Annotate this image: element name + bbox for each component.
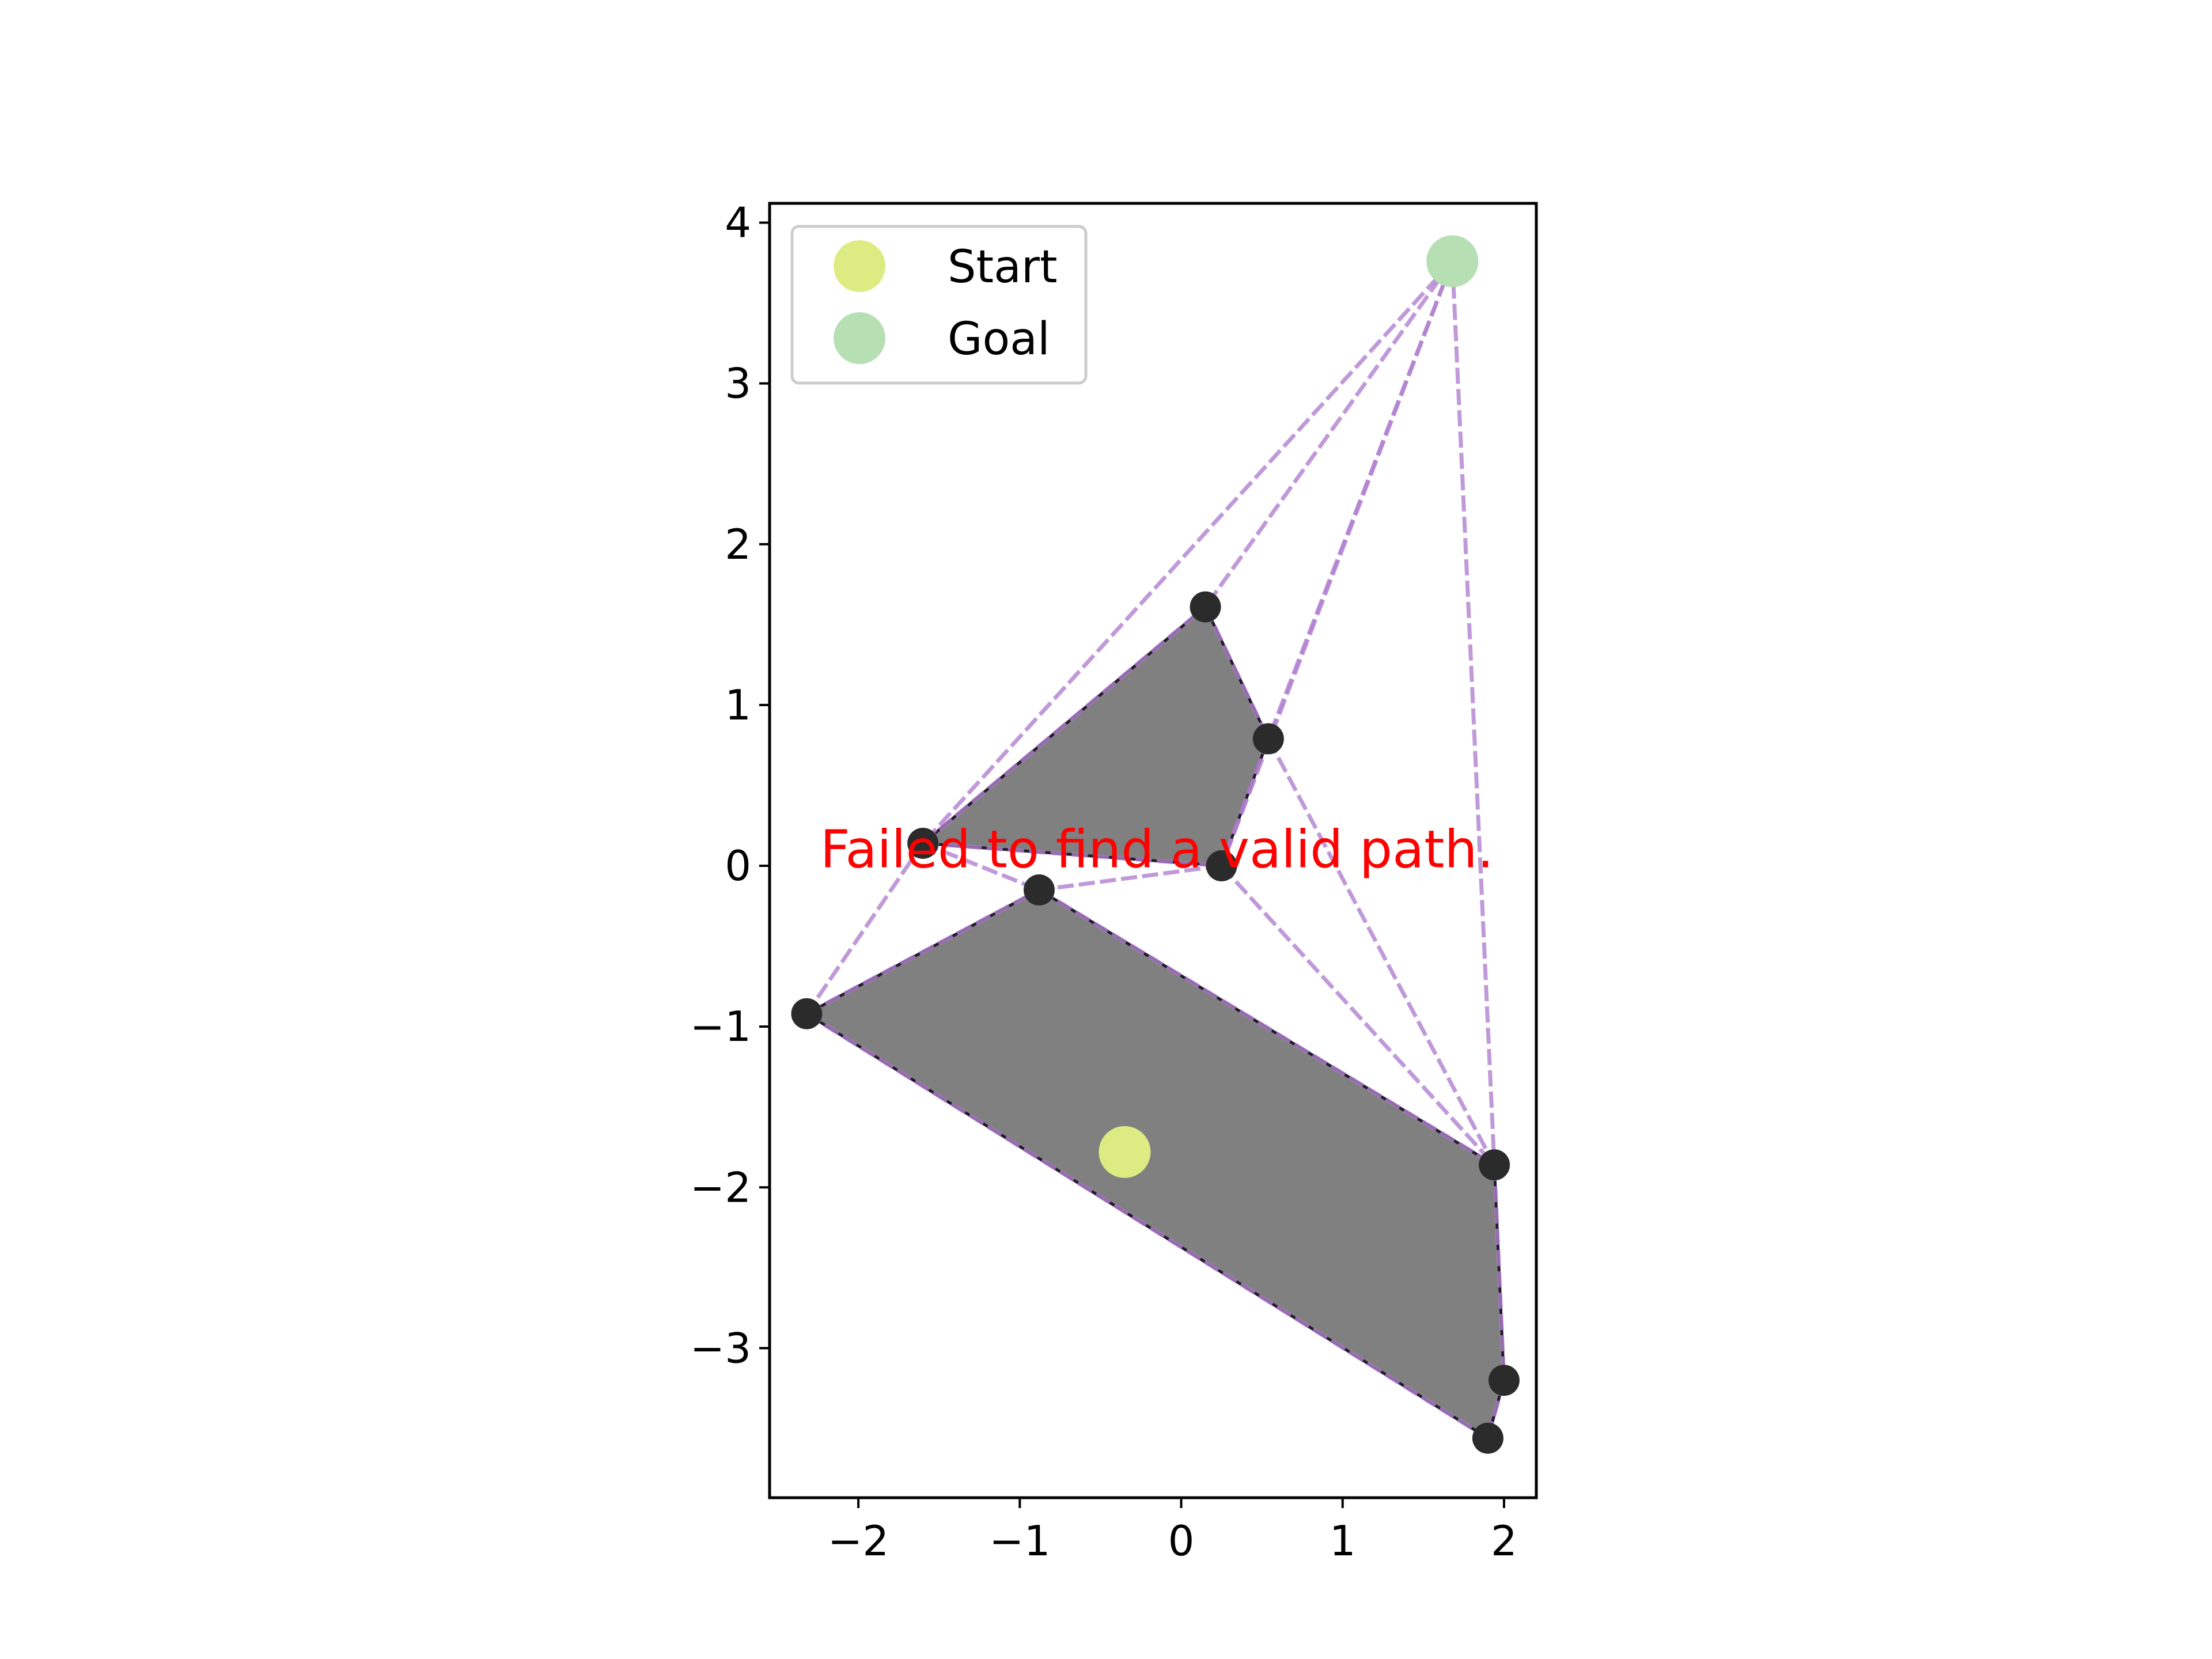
- visibility-edges: [805, 260, 1506, 1440]
- visibility-edge: [922, 841, 1222, 868]
- vertex-point: [791, 998, 823, 1029]
- y-tick-label: −2: [690, 1163, 751, 1211]
- visibility-edge: [805, 842, 925, 1015]
- y-tick-label: 1: [725, 681, 751, 729]
- visibility-edge: [1203, 606, 1271, 740]
- visibility-edge: [1038, 888, 1495, 1167]
- y-tick-label: −1: [690, 1002, 751, 1051]
- visibility-edge: [1492, 1165, 1506, 1381]
- y-tick-label: 2: [725, 520, 751, 569]
- visibility-edge: [805, 1012, 1489, 1440]
- failure-annotation: Failed to find a valid path.: [820, 820, 1494, 880]
- vertex-point: [1479, 1149, 1510, 1181]
- x-axis-ticks: −2 −1 0 1 2: [828, 1498, 1517, 1565]
- visibility-edge: [1219, 738, 1271, 867]
- visibility-edge: [1450, 261, 1497, 1165]
- x-tick-label: −2: [828, 1517, 889, 1565]
- x-tick-label: −1: [989, 1517, 1050, 1565]
- axes-frame: [768, 202, 1538, 1499]
- visibility-edge: [1220, 864, 1496, 1166]
- vertices: [791, 591, 1520, 1454]
- vertex-point: [907, 827, 939, 859]
- vertex-point: [1252, 723, 1284, 755]
- x-tick-label: 0: [1168, 1517, 1195, 1565]
- vertex-point: [1206, 850, 1237, 882]
- visibility-edge: [805, 888, 1040, 1016]
- annotation-layer: Failed to find a valid path.: [820, 820, 1494, 880]
- y-axis-ticks: 4 3 2 1 0 −1 −2 −3: [690, 198, 770, 1372]
- legend-goal-label: Goal: [948, 313, 1050, 365]
- start-marker: [1099, 1126, 1151, 1178]
- visibility-edge: [1266, 737, 1497, 1166]
- legend: Start Goal: [790, 225, 1088, 385]
- legend-goal-marker: [834, 312, 885, 364]
- x-tick-label: 2: [1491, 1517, 1517, 1565]
- vertex-point: [1023, 874, 1055, 906]
- visibility-edge: [921, 260, 1454, 845]
- goal-marker: [1426, 235, 1479, 287]
- y-tick-label: 0: [725, 842, 751, 890]
- legend-start-marker: [834, 240, 885, 292]
- vertex-point: [1488, 1365, 1520, 1396]
- visibility-edge: [1203, 260, 1455, 608]
- y-tick-label: 3: [725, 359, 751, 408]
- vertex-point: [1472, 1422, 1503, 1454]
- x-tick-label: 1: [1330, 1517, 1356, 1565]
- vertex-point: [1190, 591, 1221, 623]
- visibility-edge: [1039, 863, 1222, 892]
- y-tick-label: 4: [725, 198, 751, 247]
- visibility-edge: [921, 605, 1207, 845]
- start-goal-markers: [1099, 235, 1479, 1178]
- legend-start-label: Start: [948, 241, 1058, 293]
- y-tick-label: −3: [690, 1324, 751, 1372]
